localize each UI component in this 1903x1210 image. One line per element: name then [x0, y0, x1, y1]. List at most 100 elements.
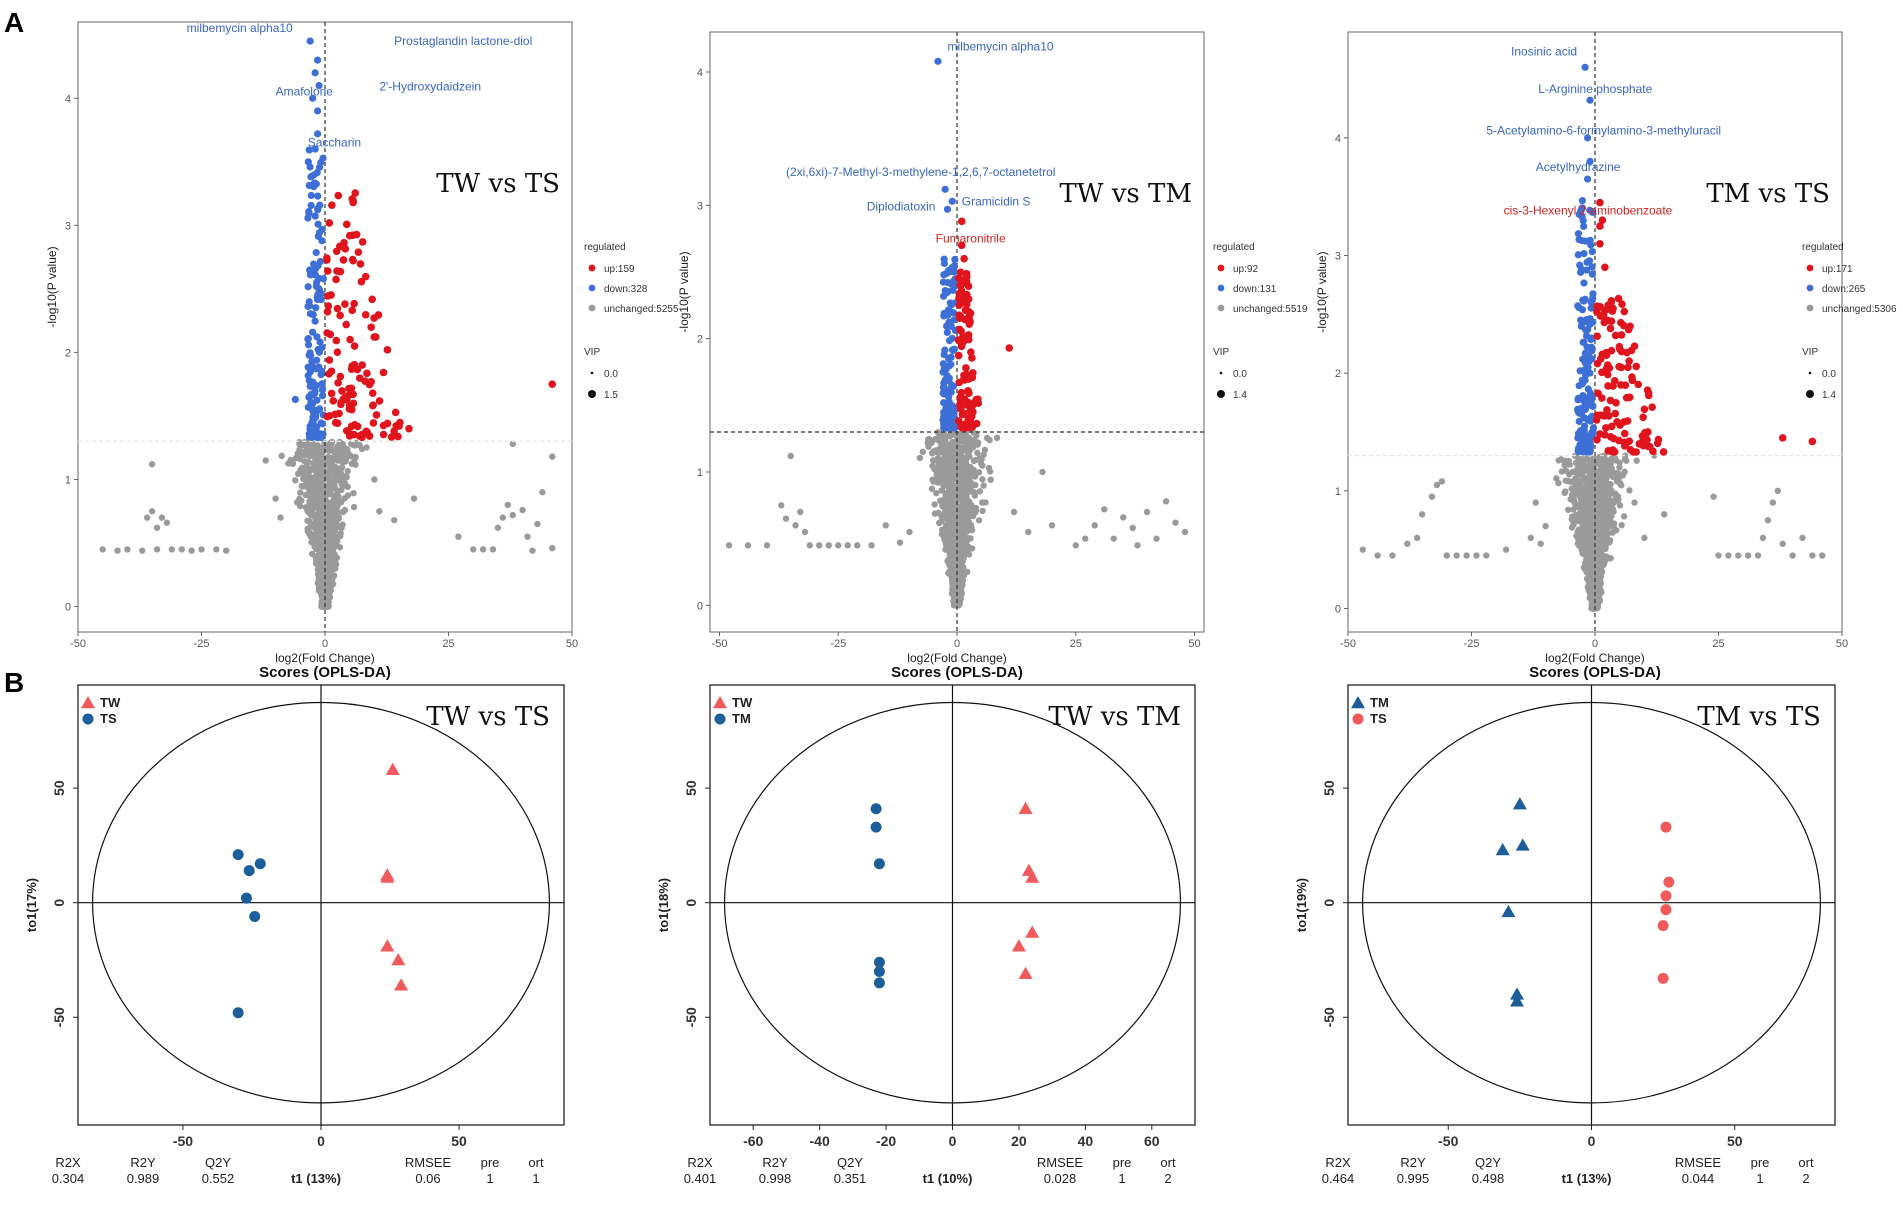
score-point-ts: [249, 910, 261, 922]
legend-entry: down:328: [604, 284, 648, 295]
point-up: [1611, 409, 1620, 418]
point-down: [318, 420, 327, 428]
point-unchanged: [341, 479, 348, 486]
point-unchanged: [1575, 479, 1582, 487]
point-unchanged: [1153, 535, 1160, 542]
legend-entry: down:265: [1822, 284, 1866, 295]
point-up: [1614, 294, 1623, 303]
point-unchanged: [335, 514, 343, 521]
point-unchanged: [1779, 540, 1786, 547]
point-unchanged: [835, 542, 842, 549]
point-unchanged: [1612, 492, 1620, 499]
point-unchanged: [351, 442, 359, 449]
point-down: [318, 237, 326, 245]
point-unchanged: [1527, 534, 1534, 542]
point-up: [964, 295, 973, 303]
point-down: [943, 205, 952, 213]
point-up: [1648, 403, 1656, 411]
point-up: [374, 311, 383, 319]
legend-marker: [1217, 284, 1225, 292]
point-unchanged: [296, 502, 304, 510]
point-unchanged: [952, 595, 959, 602]
point-unchanged: [223, 547, 230, 554]
point-up: [1593, 332, 1602, 341]
point-down: [314, 192, 322, 200]
legend-marker: [1806, 304, 1814, 312]
point-up: [1603, 406, 1611, 414]
point-up: [356, 260, 365, 268]
point-unchanged: [1413, 534, 1421, 542]
point-unchanged: [1172, 519, 1179, 526]
point-down: [309, 311, 317, 319]
point-unchanged: [302, 504, 310, 511]
point-down: [307, 379, 315, 388]
y-tick-label: 1: [1335, 486, 1341, 498]
point-unchanged: [1616, 502, 1624, 509]
point-unchanged: [1389, 552, 1396, 559]
point-unchanged: [1633, 457, 1640, 464]
point-unchanged: [1602, 462, 1609, 470]
point-up: [1606, 433, 1615, 441]
x-tick-label: -25: [194, 638, 210, 650]
score-point-ts: [240, 892, 252, 904]
point-unchanged: [959, 454, 966, 461]
point-up: [1778, 434, 1787, 442]
x-tick-label: 50: [1836, 638, 1848, 650]
point-unchanged: [1433, 481, 1441, 489]
point-unchanged: [1091, 522, 1098, 529]
point-up: [1624, 363, 1632, 372]
point-up: [358, 238, 367, 246]
point-unchanged: [539, 489, 546, 496]
point-unchanged: [1584, 482, 1591, 490]
point-down: [939, 383, 947, 391]
point-up: [960, 254, 968, 263]
point-unchanged: [1592, 488, 1599, 496]
point-down: [313, 333, 321, 341]
y-tick-label: 0: [1335, 603, 1341, 615]
point-unchanged: [965, 498, 973, 505]
point-up: [1596, 239, 1604, 248]
point-down: [1584, 385, 1592, 393]
stat-header: R2Y: [130, 1155, 156, 1170]
point-up: [968, 354, 976, 362]
point-unchanged: [1764, 517, 1772, 524]
point-unchanged: [1607, 464, 1615, 471]
point-unchanged: [959, 549, 967, 556]
point-down: [1588, 263, 1596, 271]
point-unchanged: [1567, 496, 1574, 503]
legend-entry: unchanged:5306: [1822, 304, 1897, 315]
point-up: [1643, 436, 1651, 444]
point-up: [367, 323, 375, 332]
point-unchanged: [1606, 504, 1614, 512]
vip-marker-small: [1219, 371, 1223, 375]
point-down: [309, 94, 317, 102]
point-up: [358, 361, 366, 369]
point-up: [1640, 405, 1649, 414]
point-up: [1621, 381, 1630, 390]
point-down: [1577, 265, 1586, 273]
point-unchanged: [298, 497, 305, 504]
point-unchanged: [959, 518, 967, 526]
point-down: [945, 336, 954, 345]
point-down: [307, 191, 315, 200]
point-unchanged: [1573, 532, 1580, 539]
point-unchanged: [961, 492, 968, 499]
point-unchanged: [319, 472, 326, 479]
point-down: [318, 386, 327, 394]
point-up: [350, 342, 359, 350]
point-up: [957, 286, 966, 295]
point-up: [387, 433, 396, 441]
scores-title: Scores (OPLS-DA): [259, 664, 391, 681]
point-down: [319, 154, 327, 162]
point-down: [312, 249, 320, 257]
point-unchanged: [336, 544, 344, 551]
y-tick-label: 1: [65, 475, 71, 487]
point-down: [1576, 434, 1584, 442]
point-unchanged: [1483, 552, 1490, 559]
point-unchanged: [1162, 498, 1170, 505]
point-unchanged: [168, 546, 176, 553]
point-up: [1605, 364, 1614, 372]
point-unchanged: [1774, 487, 1781, 495]
point-up: [332, 275, 340, 284]
